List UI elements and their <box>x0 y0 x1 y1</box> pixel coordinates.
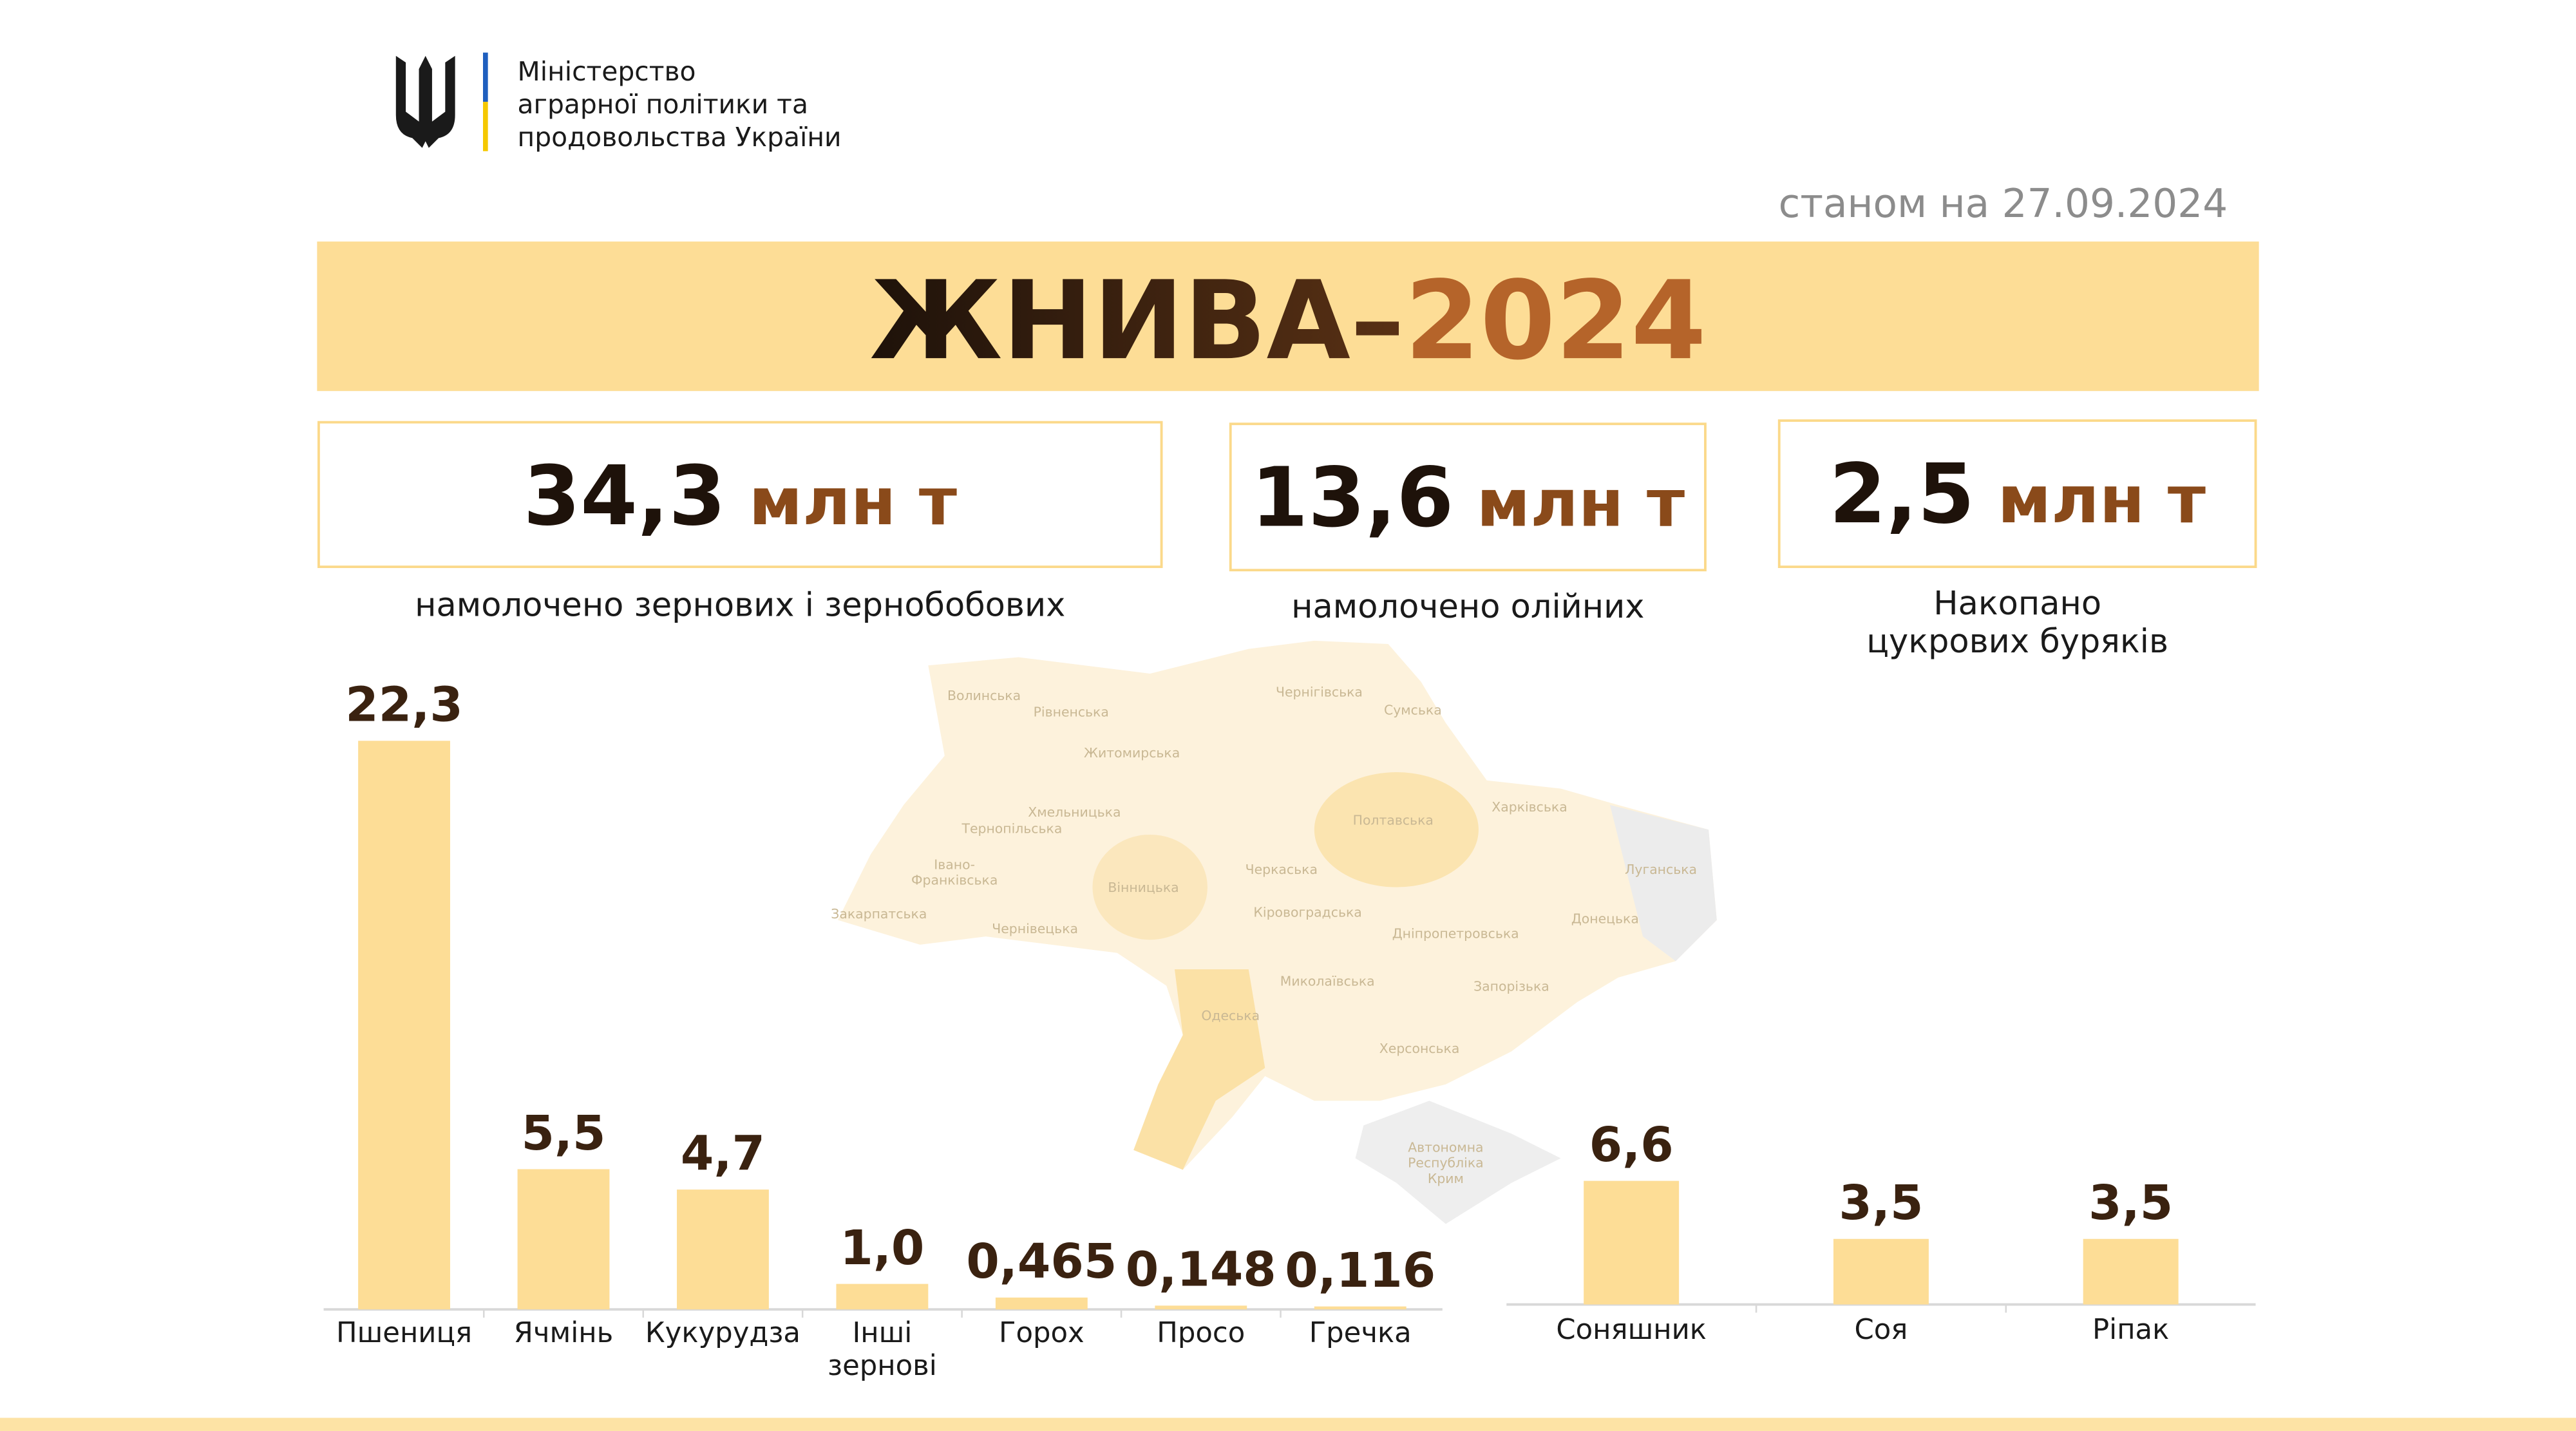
x-tick-label: Гречка <box>1309 1317 1412 1349</box>
stat-number: 13,6 <box>1251 450 1454 545</box>
map-label: Крим <box>1428 1171 1464 1186</box>
x-tick-label: Горох <box>999 1317 1084 1349</box>
map-label: Івано- <box>934 857 975 873</box>
stat-unit: млн т <box>749 464 957 540</box>
stat-value: 2,5 млн т <box>1829 447 2206 542</box>
map-label: Дніпропетровська <box>1392 926 1519 942</box>
title-banner <box>317 242 2259 392</box>
emblem <box>395 55 455 148</box>
map-label: Полтавська <box>1353 813 1434 828</box>
map-ukraine <box>838 640 1717 1170</box>
x-tick-label: Пшениця <box>336 1317 472 1349</box>
bar <box>2083 1238 2179 1305</box>
map-label: Херсонська <box>1379 1041 1460 1056</box>
x-tick-label: Соя <box>1854 1314 1908 1346</box>
stat-unit: млн т <box>1998 462 2206 538</box>
map-label: Житомирська <box>1084 745 1180 761</box>
map-label: Франківська <box>911 873 998 888</box>
value-label: 3,5 <box>2088 1175 2173 1231</box>
x-tick-label: Інші зернові <box>828 1317 937 1382</box>
value-label: 3,5 <box>1839 1175 1923 1231</box>
value-label: 4,7 <box>681 1126 765 1182</box>
bar <box>1155 1305 1247 1310</box>
map-label: Рівненська <box>1034 704 1109 719</box>
x-tick-label: Кукурудза <box>645 1317 800 1349</box>
value-label: 5,5 <box>521 1106 605 1161</box>
map-occupied <box>1610 805 1717 962</box>
value-label: 1,0 <box>840 1220 924 1276</box>
stat-value: 13,6 млн т <box>1251 450 1685 545</box>
value-label: 22,3 <box>345 678 463 733</box>
value-label: 0,148 <box>1126 1242 1276 1298</box>
value-label: 6,6 <box>1589 1117 1674 1173</box>
map-label: Харківська <box>1492 799 1567 815</box>
x-tick-label: Соняшник <box>1556 1314 1707 1346</box>
stat-caption: намолочено зернових і зернобобових <box>415 587 1065 625</box>
map-label: Вінницька <box>1108 880 1179 895</box>
map-label: Запорізька <box>1473 978 1549 994</box>
stat-number: 34,3 <box>523 449 726 544</box>
value-label: 0,465 <box>966 1234 1117 1289</box>
title-year: 2024 <box>1405 258 1707 384</box>
map-label: Чернівецька <box>992 921 1078 936</box>
stat-number: 2,5 <box>1829 447 1975 542</box>
ministry-line: Міністерство <box>518 56 696 87</box>
map-label: Автономна <box>1408 1139 1483 1155</box>
map-label: Донецька <box>1571 911 1639 927</box>
bar <box>677 1189 769 1310</box>
flag-yellow <box>483 102 488 151</box>
map-region <box>1133 969 1265 1170</box>
map: Волинська Рівненська Житомирська Чернігівсь… <box>831 640 1717 1224</box>
stat-box <box>317 421 1163 569</box>
map-label: Луганська <box>1625 862 1697 877</box>
map-label: Тернопільська <box>961 820 1063 836</box>
x-tick-label: Просо <box>1157 1317 1245 1349</box>
bar <box>358 741 450 1310</box>
stat-caption: намолочено олійних <box>1291 588 1644 626</box>
stat-value: 34,3 млн т <box>523 449 957 544</box>
map-label: Сумська <box>1384 703 1442 718</box>
x-tick-label: Ячмінь <box>514 1317 613 1349</box>
map-label: Черкаська <box>1245 862 1318 877</box>
stat-space <box>1454 465 1477 542</box>
map-label: Хмельницька <box>1028 804 1121 820</box>
bar <box>517 1169 610 1310</box>
bar <box>1584 1180 1680 1305</box>
map-region <box>1092 834 1208 940</box>
bottom-stripe <box>0 1417 2576 1431</box>
ministry-line: аграрної політики та <box>518 89 808 120</box>
x-tick-label-line: Інші <box>852 1317 912 1349</box>
stat-caption: цукрових буряків <box>1866 623 2168 661</box>
value-label: 0,116 <box>1285 1243 1435 1298</box>
x-tick-label-line: зернові <box>828 1350 937 1382</box>
bar <box>836 1284 929 1310</box>
date: станом на 27.09.2024 <box>1779 181 2228 227</box>
title: ЖНИВА–2024 <box>869 258 1706 384</box>
x-tick-label: Ріпак <box>2092 1314 2169 1346</box>
bar <box>1314 1306 1406 1310</box>
map-label: Закарпатська <box>831 906 927 922</box>
stat-space <box>726 464 749 540</box>
map-label: Волинська <box>947 688 1021 703</box>
bar <box>995 1297 1088 1310</box>
stat-space <box>1975 462 1998 538</box>
map-label: Республіка <box>1408 1155 1484 1171</box>
flag-blue <box>483 52 488 102</box>
ministry-line: продовольства України <box>518 122 842 153</box>
map-label: Кіровоградська <box>1253 905 1361 920</box>
map-crimea <box>1355 1101 1561 1224</box>
stat-box <box>1229 422 1707 572</box>
map-label: Миколаївська <box>1280 974 1375 989</box>
bar <box>1833 1238 1929 1305</box>
title-main: ЖНИВА– <box>869 258 1405 384</box>
stat-caption: Накопано <box>1933 585 2101 623</box>
map-label: Одеська <box>1201 1008 1260 1023</box>
map-region <box>1314 772 1479 887</box>
stat-unit: млн т <box>1477 465 1685 542</box>
stat-box <box>1777 419 2257 569</box>
map-label: Чернігівська <box>1276 685 1363 700</box>
